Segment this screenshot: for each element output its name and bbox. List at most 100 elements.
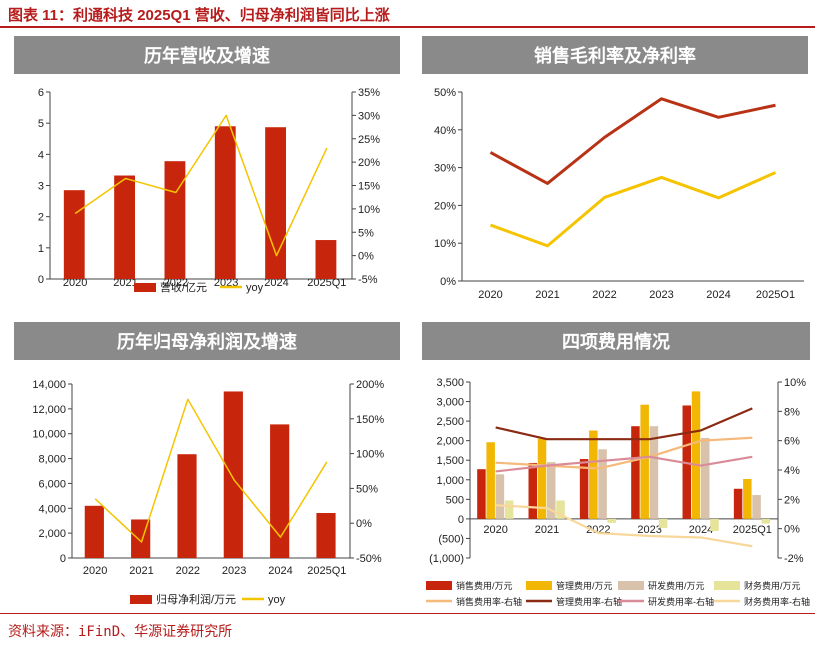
bar-4 [607, 518, 617, 523]
bar-3 [752, 495, 761, 519]
source-note: 资料来源：iFinD、华源证券研究所 [8, 624, 233, 640]
series-line-3 [495, 455, 753, 473]
legend-label: 研发费用/万元 [648, 580, 705, 591]
bar-4 [658, 518, 668, 528]
bar-1 [528, 462, 538, 519]
panel-banner: 历年归母净利润及增速 [14, 322, 400, 360]
bar-2 [537, 438, 547, 519]
right-tick-label: 35% [358, 87, 380, 99]
right-tick-label: 2% [784, 494, 800, 506]
legend-swatch [618, 581, 644, 590]
x-tick-label: 2024 [268, 565, 292, 577]
legend-swatch [130, 595, 152, 604]
right-tick-label: 30% [358, 110, 380, 122]
expense-chart: (1,000) (500) 0 500 1,000 1,500 2,000 2,500 3,00… [426, 377, 810, 607]
series-line-1 [495, 436, 753, 470]
x-tick-label: 2021 [535, 289, 559, 298]
legend-label: 营收/亿元 [160, 280, 207, 294]
bar-1 [270, 424, 290, 558]
legend-label: 归母净利润/万元 [156, 592, 236, 606]
x-tick-label: 2025Q1 [756, 289, 795, 298]
left-tick-label: 8,000 [38, 454, 66, 466]
right-tick-label: 100% [356, 449, 384, 461]
legend-label: 财务费用/万元 [744, 580, 801, 591]
left-tick-label: 3,000 [436, 397, 464, 409]
net-profit-chart: 0 2,000 4,000 6,000 8,000 10,000 12,000 14,000 -… [32, 379, 384, 606]
revenue-chart: 0 1 2 3 4 5 6 -5% 0% 5% 10% 15% 20% 25% 30% 35% 2020 2021… [38, 87, 380, 294]
right-tick-label: 50% [356, 483, 378, 495]
series-line-1 [489, 97, 776, 185]
panel-banner: 四项费用情况 [422, 322, 810, 360]
bar-3 [547, 462, 556, 519]
source-rule [0, 613, 815, 614]
right-tick-label: 0% [356, 518, 372, 530]
x-tick-label: 2022 [592, 289, 616, 298]
left-tick-label: 6,000 [38, 478, 66, 490]
bar-4 [710, 518, 719, 532]
left-tick-label: 10,000 [32, 429, 66, 441]
title-rule [0, 26, 815, 28]
x-tick-label: 2021 [129, 565, 153, 577]
left-tick-label: (500) [438, 533, 464, 545]
bar-4 [504, 500, 514, 519]
right-tick-label: 25% [358, 134, 380, 146]
bar-1 [114, 175, 136, 279]
left-tick-label: 2 [38, 212, 44, 224]
right-tick-label: 5% [358, 227, 374, 239]
bar-2 [589, 430, 598, 519]
panel-banner: 销售毛利率及净利率 [422, 36, 808, 74]
series-line-2 [495, 407, 753, 441]
x-tick-label: 2023 [649, 289, 673, 298]
bar-4 [761, 518, 771, 524]
right-tick-label: -5% [358, 274, 378, 286]
legend-label: yoy [268, 594, 286, 606]
right-tick-label: 4% [784, 465, 800, 477]
legend-label: 财务费用率-右轴 [744, 596, 810, 607]
left-tick-label: 12,000 [32, 404, 66, 416]
series-line-2 [489, 171, 777, 248]
right-tick-label: 8% [784, 406, 800, 418]
bar-1 [315, 240, 337, 279]
right-tick-label: 10% [358, 204, 380, 216]
left-tick-label: 1,500 [436, 455, 464, 467]
series-line-1 [94, 398, 328, 543]
x-tick-label: 2020 [83, 565, 107, 577]
bar-4 [556, 500, 565, 519]
left-tick-label: 50% [434, 87, 456, 99]
x-tick-label: 2023 [637, 524, 661, 536]
bar-1 [164, 161, 186, 279]
left-tick-label: 1 [38, 243, 44, 255]
left-tick-label: 0% [440, 276, 456, 288]
bar-1 [214, 126, 236, 280]
right-tick-label: -2% [784, 553, 804, 565]
left-tick-label: 3,500 [436, 377, 464, 389]
bar-1 [63, 190, 85, 279]
series-line-4 [495, 504, 753, 548]
right-tick-label: 10% [784, 377, 806, 389]
x-tick-label: 2021 [535, 524, 559, 536]
bar-1 [733, 488, 743, 519]
left-tick-label: 1,000 [436, 475, 464, 487]
panel-margins: 销售毛利率及净利率 0% 10% 20% 30% 40% 50% 2020 2021 2022 2… [422, 36, 808, 298]
left-tick-label: 4 [38, 149, 44, 161]
bar-1 [631, 426, 640, 519]
left-tick-label: 40% [434, 125, 456, 137]
panel-revenue: 历年营收及增速 0 1 2 3 4 5 6 -5% 0% 5% 10% 15% 20% 25% 30% 35%… [14, 36, 400, 298]
bar-1 [579, 459, 589, 519]
legend-swatch [714, 581, 740, 590]
panel-net-profit: 历年归母净利润及增速 0 2,000 4,000 6,000 8,000 10,000 12… [14, 322, 400, 612]
bar-3 [649, 426, 659, 519]
series-line-1 [74, 114, 328, 257]
x-tick-label: 2023 [222, 565, 246, 577]
bar-3 [495, 474, 505, 519]
left-tick-label: 3 [38, 181, 44, 193]
bar-1 [316, 513, 336, 558]
right-tick-label: 0% [358, 251, 374, 263]
legend-swatch [426, 581, 452, 590]
bar-1 [84, 505, 104, 558]
x-tick-label: 2020 [478, 289, 502, 298]
left-tick-label: 2,000 [38, 528, 66, 540]
legend-label: 销售费用率-右轴 [456, 596, 522, 607]
right-tick-label: 15% [358, 181, 380, 193]
legend-label: yoy [246, 282, 264, 294]
